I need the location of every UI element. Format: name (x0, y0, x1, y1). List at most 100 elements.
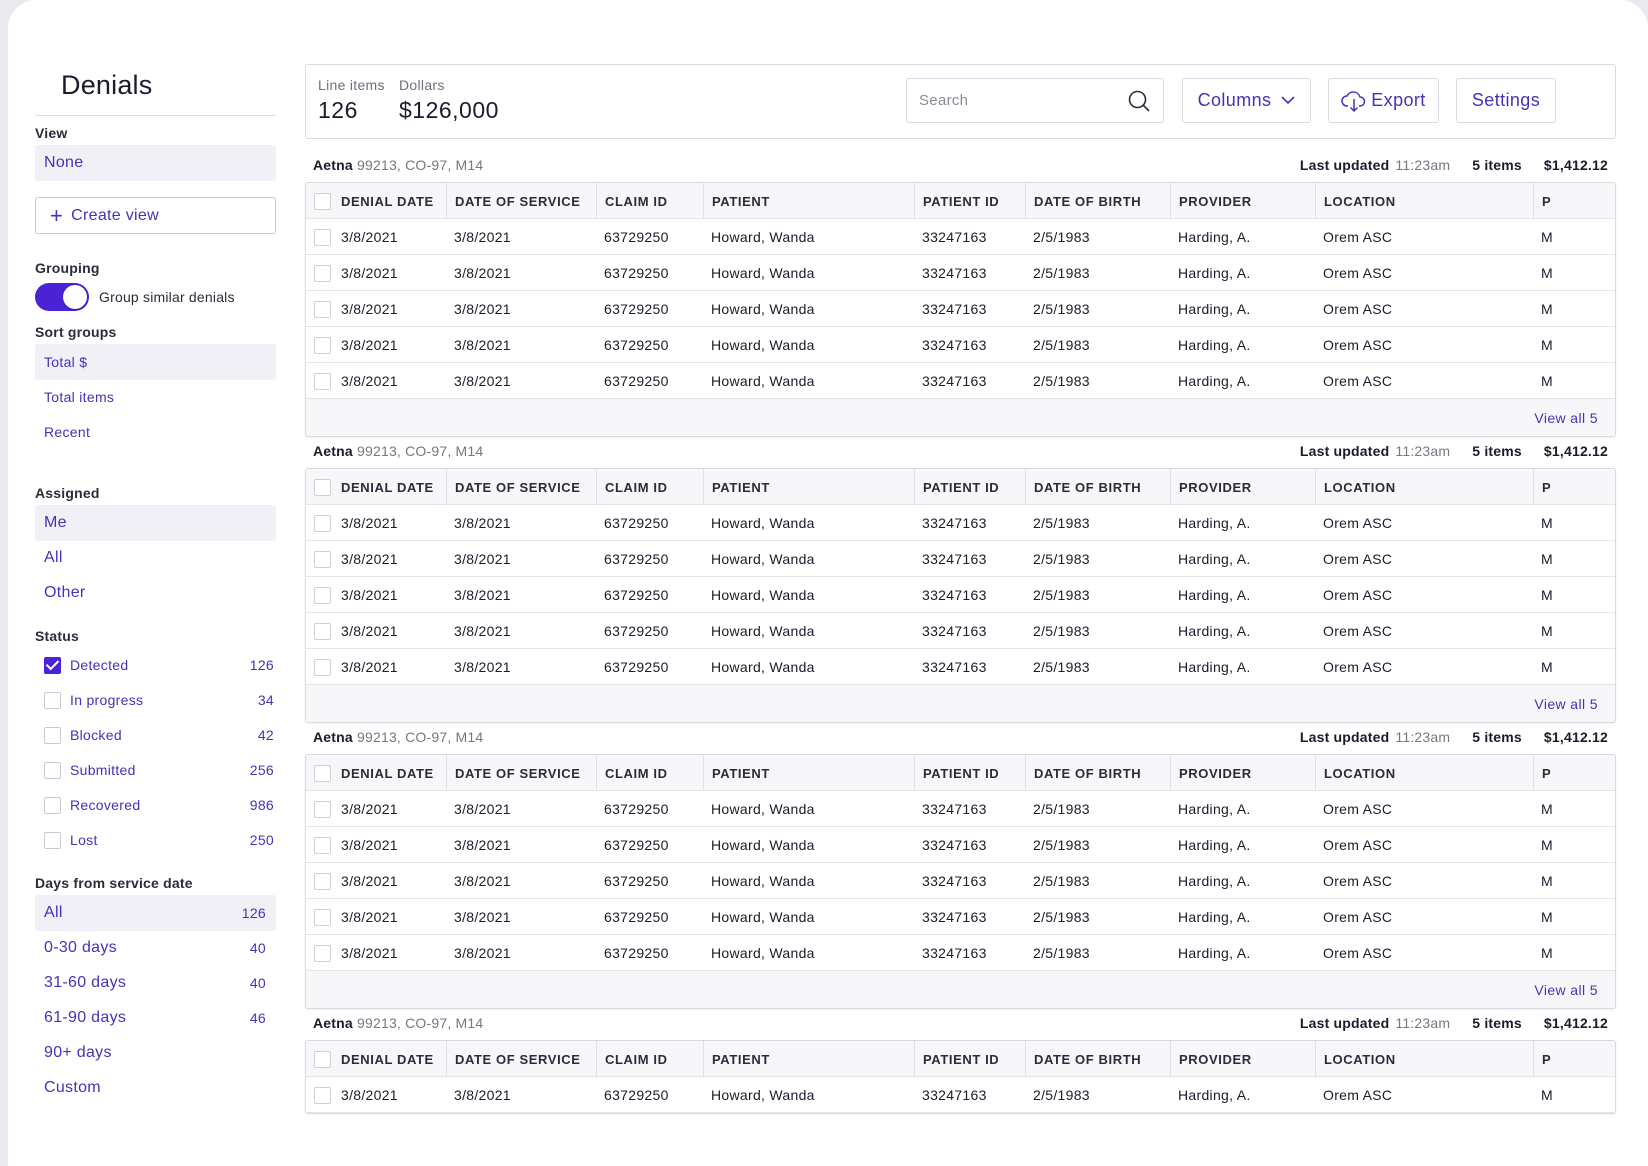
days-option[interactable]: Custom (35, 1070, 276, 1106)
column-header[interactable]: PATIENT (703, 1041, 770, 1077)
column-header[interactable]: DATE OF SERVICE (446, 183, 581, 219)
column-header[interactable]: PROVIDER (1170, 755, 1252, 791)
row-checkbox[interactable] (314, 872, 331, 890)
view-all-link[interactable]: View all 5 (1534, 982, 1598, 998)
status-filter[interactable]: Blocked 42 (44, 721, 274, 749)
view-all-link[interactable]: View all 5 (1534, 696, 1598, 712)
status-filter[interactable]: In progress 34 (44, 686, 274, 714)
column-header[interactable]: P (1533, 469, 1551, 505)
column-header[interactable]: PATIENT (703, 183, 770, 219)
status-checkbox[interactable] (44, 831, 61, 849)
column-header[interactable]: CLAIM ID (596, 183, 668, 219)
column-header[interactable]: DATE OF SERVICE (446, 1041, 581, 1077)
column-header[interactable]: DENIAL DATE (341, 1051, 434, 1067)
column-header[interactable]: DATE OF BIRTH (1025, 183, 1141, 219)
days-option[interactable]: All 126 (35, 895, 276, 931)
table-row[interactable]: 3/8/2021 3/8/2021 63729250 Howard, Wanda 332… (306, 577, 1615, 613)
table-row[interactable]: 3/8/2021 3/8/2021 63729250 Howard, Wanda 332… (306, 935, 1615, 971)
column-header[interactable]: LOCATION (1315, 1041, 1396, 1077)
column-header[interactable]: PROVIDER (1170, 183, 1252, 219)
row-checkbox[interactable] (314, 658, 331, 676)
view-select-none[interactable]: None (35, 145, 276, 181)
row-checkbox[interactable] (314, 1086, 331, 1104)
table-row[interactable]: 3/8/2021 3/8/2021 63729250 Howard, Wanda 332… (306, 255, 1615, 291)
search-icon[interactable] (1127, 89, 1151, 118)
table-row[interactable]: 3/8/2021 3/8/2021 63729250 Howard, Wanda 332… (306, 649, 1615, 685)
column-header[interactable]: PATIENT ID (914, 469, 999, 505)
column-header[interactable]: DENIAL DATE (341, 193, 434, 209)
table-row[interactable]: 3/8/2021 3/8/2021 63729250 Howard, Wanda 332… (306, 219, 1615, 255)
row-checkbox[interactable] (314, 336, 331, 354)
assigned-option[interactable]: Other (35, 575, 276, 611)
row-checkbox[interactable] (314, 228, 331, 246)
row-checkbox[interactable] (314, 586, 331, 604)
table-row[interactable]: 3/8/2021 3/8/2021 63729250 Howard, Wanda 332… (306, 827, 1615, 863)
column-header[interactable]: P (1533, 183, 1551, 219)
status-checkbox[interactable] (44, 691, 61, 709)
row-checkbox[interactable] (314, 800, 331, 818)
column-header[interactable]: PATIENT (703, 469, 770, 505)
column-header[interactable]: DATE OF BIRTH (1025, 469, 1141, 505)
column-header[interactable]: DATE OF BIRTH (1025, 1041, 1141, 1077)
create-view-button[interactable]: + Create view (35, 197, 276, 234)
column-header[interactable]: PATIENT ID (914, 183, 999, 219)
view-all-link[interactable]: View all 5 (1534, 410, 1598, 426)
status-filter[interactable]: Submitted 256 (44, 756, 274, 784)
column-header[interactable]: PATIENT (703, 755, 770, 791)
table-row[interactable]: 3/8/2021 3/8/2021 63729250 Howard, Wanda 332… (306, 1077, 1615, 1113)
column-header[interactable]: DATE OF SERVICE (446, 755, 581, 791)
status-checkbox[interactable] (44, 726, 61, 744)
row-checkbox[interactable] (314, 908, 331, 926)
column-header[interactable]: CLAIM ID (596, 1041, 668, 1077)
select-all-checkbox[interactable] (314, 478, 331, 496)
days-option[interactable]: 90+ days (35, 1035, 276, 1071)
row-checkbox[interactable] (314, 550, 331, 568)
select-all-checkbox[interactable] (314, 764, 331, 782)
column-header[interactable]: LOCATION (1315, 183, 1396, 219)
table-row[interactable]: 3/8/2021 3/8/2021 63729250 Howard, Wanda 332… (306, 791, 1615, 827)
table-row[interactable]: 3/8/2021 3/8/2021 63729250 Howard, Wanda 332… (306, 541, 1615, 577)
table-row[interactable]: 3/8/2021 3/8/2021 63729250 Howard, Wanda 332… (306, 613, 1615, 649)
column-header[interactable]: CLAIM ID (596, 755, 668, 791)
table-row[interactable]: 3/8/2021 3/8/2021 63729250 Howard, Wanda 332… (306, 291, 1615, 327)
settings-button[interactable]: Settings (1456, 78, 1556, 123)
export-button[interactable]: Export (1328, 78, 1439, 123)
status-checkbox[interactable] (44, 796, 61, 814)
column-header[interactable]: LOCATION (1315, 469, 1396, 505)
group-similar-toggle[interactable] (35, 283, 89, 311)
days-option[interactable]: 61-90 days 46 (35, 1000, 276, 1036)
column-header[interactable]: DATE OF SERVICE (446, 469, 581, 505)
column-header[interactable]: LOCATION (1315, 755, 1396, 791)
table-row[interactable]: 3/8/2021 3/8/2021 63729250 Howard, Wanda 332… (306, 505, 1615, 541)
search-input[interactable] (919, 92, 1124, 109)
table-row[interactable]: 3/8/2021 3/8/2021 63729250 Howard, Wanda 332… (306, 899, 1615, 935)
assigned-option[interactable]: All (35, 540, 276, 576)
sort-option[interactable]: Total items (35, 379, 276, 415)
sort-option[interactable]: Total $ (35, 344, 276, 380)
columns-button[interactable]: Columns (1182, 78, 1311, 123)
row-checkbox[interactable] (314, 836, 331, 854)
select-all-checkbox[interactable] (314, 192, 331, 210)
column-header[interactable]: PATIENT ID (914, 1041, 999, 1077)
status-filter[interactable]: Detected 126 (44, 651, 274, 679)
column-header[interactable]: DATE OF BIRTH (1025, 755, 1141, 791)
row-checkbox[interactable] (314, 300, 331, 318)
select-all-checkbox[interactable] (314, 1050, 331, 1068)
column-header[interactable]: CLAIM ID (596, 469, 668, 505)
row-checkbox[interactable] (314, 264, 331, 282)
status-checkbox[interactable] (44, 761, 61, 779)
assigned-option[interactable]: Me (35, 505, 276, 541)
column-header[interactable]: DENIAL DATE (341, 479, 434, 495)
table-row[interactable]: 3/8/2021 3/8/2021 63729250 Howard, Wanda 332… (306, 363, 1615, 399)
status-filter[interactable]: Lost 250 (44, 826, 274, 854)
row-checkbox[interactable] (314, 944, 331, 962)
row-checkbox[interactable] (314, 622, 331, 640)
column-header[interactable]: PROVIDER (1170, 1041, 1252, 1077)
row-checkbox[interactable] (314, 514, 331, 532)
column-header[interactable]: PATIENT ID (914, 755, 999, 791)
status-checkbox[interactable] (44, 656, 61, 674)
status-filter[interactable]: Recovered 986 (44, 791, 274, 819)
table-row[interactable]: 3/8/2021 3/8/2021 63729250 Howard, Wanda 332… (306, 863, 1615, 899)
days-option[interactable]: 0-30 days 40 (35, 930, 276, 966)
table-row[interactable]: 3/8/2021 3/8/2021 63729250 Howard, Wanda 332… (306, 327, 1615, 363)
